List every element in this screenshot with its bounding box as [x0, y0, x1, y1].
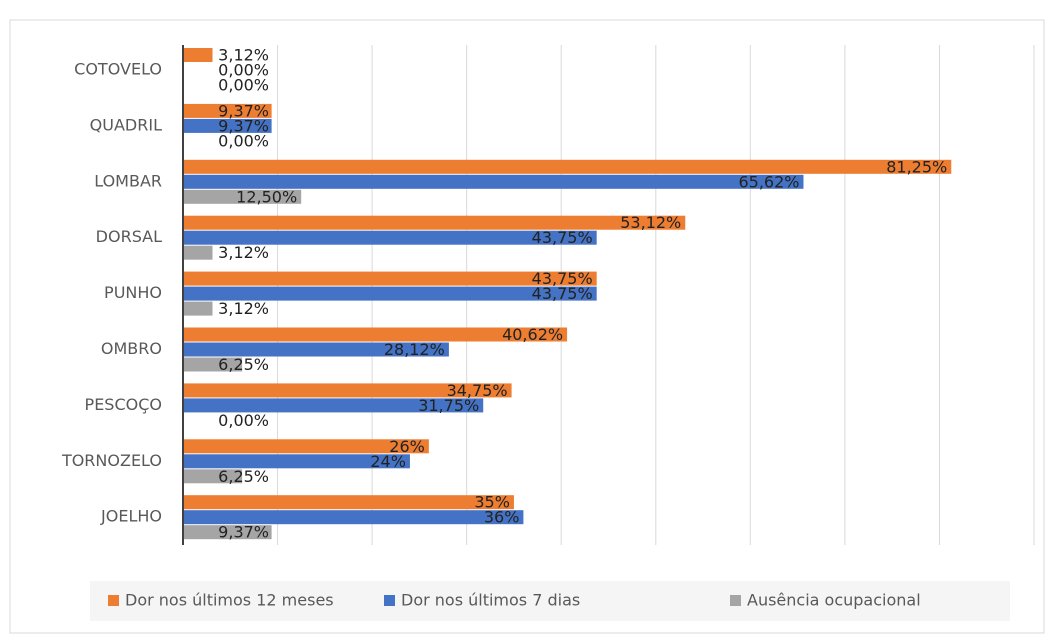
data-label: 36% — [484, 508, 520, 527]
category-label: PESCOÇO — [85, 395, 162, 414]
bar — [183, 245, 213, 260]
data-label: 9,37% — [218, 116, 269, 135]
bar — [183, 469, 243, 484]
legend-swatch — [730, 595, 741, 606]
data-label: 43,75% — [532, 284, 593, 303]
legend-box — [90, 581, 1010, 621]
data-label: 9,37% — [218, 523, 269, 542]
bar — [183, 327, 568, 342]
data-label: 6,25% — [218, 467, 269, 486]
bar — [183, 189, 302, 204]
data-label: 35% — [474, 493, 510, 512]
data-label: 43,75% — [532, 269, 593, 288]
bar — [183, 174, 804, 189]
legend-label: Ausência ocupacional — [747, 591, 921, 610]
bar — [183, 510, 524, 525]
category-label: PUNHO — [104, 283, 162, 302]
bar — [183, 230, 597, 245]
data-label: 26% — [389, 437, 425, 456]
data-label: 0,00% — [218, 411, 269, 430]
category-label: QUADRIL — [90, 115, 162, 134]
bar — [183, 342, 449, 357]
bar — [183, 439, 429, 454]
category-label: OMBRO — [101, 339, 162, 358]
data-label: 6,25% — [218, 355, 269, 374]
category-label: COTOVELO — [74, 60, 162, 79]
data-label: 31,75% — [418, 396, 479, 415]
category-label: TORNOZELO — [61, 451, 162, 470]
legend-swatch — [384, 595, 395, 606]
bar — [183, 286, 597, 301]
category-label: LOMBAR — [94, 171, 162, 190]
data-label: 34,75% — [447, 381, 508, 400]
data-label: 0,00% — [218, 131, 269, 150]
category-label: DORSAL — [96, 227, 162, 246]
category-label: JOELHO — [100, 507, 162, 526]
data-label: 28,12% — [384, 340, 445, 359]
data-label: 24% — [370, 452, 406, 471]
bar — [183, 271, 597, 286]
bar — [183, 159, 952, 174]
data-label: 3,12% — [218, 243, 269, 262]
bar — [183, 103, 272, 118]
bar — [183, 118, 272, 133]
data-label: 53,12% — [620, 213, 681, 232]
bar — [183, 454, 410, 469]
bar — [183, 48, 213, 62]
legend-swatch — [108, 595, 119, 606]
data-label: 12,50% — [236, 187, 297, 206]
bar — [183, 525, 272, 540]
legend-label: Dor nos últimos 12 meses — [125, 591, 334, 610]
data-label: 0,00% — [218, 76, 269, 95]
data-label: 40,62% — [502, 325, 563, 344]
data-label: 81,25% — [886, 157, 947, 176]
bar — [183, 357, 243, 372]
bar — [183, 301, 213, 316]
data-label: 3,12% — [218, 299, 269, 318]
bar — [183, 383, 512, 398]
data-label: 3,12% — [218, 46, 269, 65]
data-label: 65,62% — [738, 172, 799, 191]
bar — [183, 215, 686, 230]
bar — [183, 398, 484, 413]
data-label: 43,75% — [532, 228, 593, 247]
data-label: 9,37% — [218, 101, 269, 120]
bar — [183, 495, 514, 510]
legend-label: Dor nos últimos 7 dias — [401, 591, 580, 610]
data-label: 0,00% — [218, 61, 269, 80]
